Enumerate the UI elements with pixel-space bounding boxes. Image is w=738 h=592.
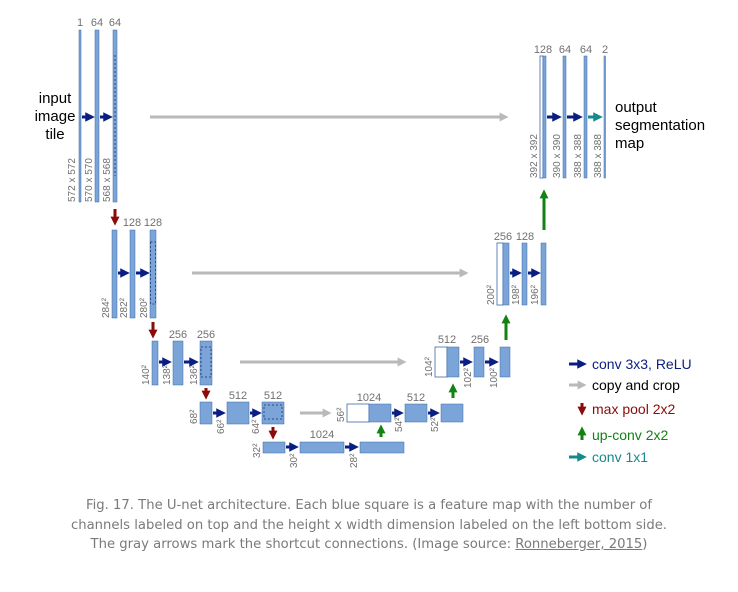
feature-map-d1-output: [603, 55, 606, 179]
dim-label-e2-0: 284²: [101, 297, 112, 318]
channel-label-d1-2: 64: [580, 44, 592, 56]
feature-map-d3-0: [446, 346, 460, 378]
channel-label-d3-1: 256: [471, 334, 489, 346]
dim-label-e1-2: 568 x 568: [102, 158, 113, 202]
channel-label-e4-1: 512: [264, 390, 282, 402]
feature-map-d1-2: [583, 55, 588, 179]
feature-map-e4-0: [199, 401, 213, 425]
channel-label-e2-1: 128: [144, 217, 162, 229]
feature-map-d2-0: [502, 242, 510, 306]
dim-label-d4-1: 54²: [394, 417, 405, 432]
feature-map-d1-0: [542, 55, 547, 179]
feature-map-e4-2: [261, 401, 285, 425]
channel-label-d1-0: 128: [534, 44, 552, 56]
feature-map-d2-copy: [496, 242, 504, 306]
caption-source-link[interactable]: Ronneberger, 2015: [515, 537, 643, 552]
dim-label-bottom-0: 32²: [252, 443, 263, 458]
channel-label-d3-0: 512: [438, 334, 456, 346]
legend-upconv-label: up-conv 2x2: [592, 427, 668, 443]
channel-label-e3-0: 256: [169, 329, 187, 341]
feature-map-bottom-1: [299, 441, 345, 454]
dim-label-d1-2: 388 x 388: [573, 134, 584, 178]
dim-label-d4-0: 56²: [336, 407, 347, 422]
dim-label-d1-3: 388 x 388: [593, 134, 604, 178]
dim-label-e1-1: 570 x 570: [84, 158, 95, 202]
legend-conv-label: conv 3x3, ReLU: [592, 356, 692, 372]
dim-label-bottom-1: 30²: [289, 453, 300, 468]
figure-caption: Fig. 17. The U-net architecture. Each bl…: [60, 496, 678, 555]
crop-marker-e3: [200, 346, 212, 378]
dim-label-e3-1: 138²: [162, 364, 173, 385]
feature-map-e1-0: [78, 29, 82, 203]
output-label-line-3: map: [615, 135, 644, 152]
feature-map-e3-1: [172, 340, 184, 386]
legend-pool-label: max pool 2x2: [592, 401, 675, 417]
dim-label-e4-2: 64²: [251, 419, 262, 434]
feature-map-d4-copy: [346, 403, 370, 423]
dim-label-d3-2: 100²: [489, 367, 500, 388]
dim-label-d2-1: 198²: [511, 284, 522, 305]
channel-label-d2-1: 128: [516, 231, 534, 243]
feature-map-d4-0: [368, 403, 392, 423]
legend-copy-label: copy and crop: [592, 377, 680, 393]
crop-marker-e4: [263, 404, 283, 420]
feature-map-e2-0: [111, 229, 118, 319]
channel-label-d4-0: 1024: [357, 392, 381, 404]
feature-map-bottom-0: [262, 441, 286, 454]
output-label-line-1: output: [615, 99, 658, 116]
channel-label-e1-1: 64: [91, 17, 103, 29]
channel-label-d1-1: 64: [559, 44, 571, 56]
dim-label-e4-0: 68²: [189, 409, 200, 424]
feature-map-d2-2: [540, 242, 547, 306]
feature-map-d4-1: [404, 403, 428, 423]
channel-label-e1-2: 64: [109, 17, 121, 29]
dim-label-e2-1: 282²: [119, 297, 130, 318]
feature-map-d3-2: [499, 346, 511, 378]
feature-map-d2-1: [521, 242, 528, 306]
dim-label-e3-2: 136²: [189, 364, 200, 385]
channel-label-d2-0: 256: [494, 231, 512, 243]
dim-label-d2-2: 196²: [530, 284, 541, 305]
dim-label-e2-2: 280²: [139, 297, 150, 318]
input-label-line-1: input: [39, 90, 72, 107]
channel-label-bottom: 1024: [310, 429, 334, 441]
dim-label-d4-2: 52²: [430, 417, 441, 432]
channel-label-d1-3: 2: [602, 44, 608, 56]
dim-label-e1-0: 572 x 572: [67, 158, 78, 202]
legend-conv1x1-label: conv 1x1: [592, 449, 648, 465]
feature-map-e3-0: [151, 340, 159, 386]
dim-label-e4-1: 66²: [216, 419, 227, 434]
input-label-line-2: image: [35, 108, 76, 125]
crop-marker-e2: [150, 241, 156, 305]
channel-label-e3-1: 256: [197, 329, 215, 341]
feature-map-d3-1: [473, 346, 485, 378]
feature-map-e3-2: [199, 340, 213, 386]
dim-label-d1-0: 392 x 392: [529, 134, 540, 178]
feature-map-e2-1: [129, 229, 136, 319]
output-label-line-2: segmentation: [615, 117, 705, 134]
channel-label-e2-0: 128: [123, 217, 141, 229]
feature-map-d1-1: [562, 55, 567, 179]
feature-map-e1-1: [94, 29, 100, 203]
dim-label-bottom-2: 28²: [349, 453, 360, 468]
dim-label-d3-1: 102²: [463, 367, 474, 388]
unet-diagram: input image tile output segmentation map…: [35, 17, 705, 468]
feature-map-bottom-2: [359, 441, 405, 454]
legend: conv 3x3, ReLU copy and crop max pool 2x…: [569, 356, 692, 465]
feature-map-e4-1: [226, 401, 250, 425]
channel-label-e4-0: 512: [229, 390, 247, 402]
dim-label-d2-0: 200²: [486, 284, 497, 305]
channel-label-d4-1: 512: [407, 392, 425, 404]
caption-text: Fig. 17. The U-net architecture. Each bl…: [70, 498, 667, 552]
feature-map-d4-2: [440, 403, 464, 423]
dim-label-e3-0: 140²: [141, 364, 152, 385]
input-label-line-3: tile: [45, 126, 64, 143]
feature-map-d1-copy: [539, 55, 544, 179]
dim-label-d1-1: 390 x 390: [552, 134, 563, 178]
feature-map-d3-copy: [434, 346, 448, 378]
dim-label-d3-0: 104²: [424, 356, 435, 377]
channel-label-e1-0: 1: [77, 17, 83, 29]
caption-tail: ): [642, 537, 648, 552]
